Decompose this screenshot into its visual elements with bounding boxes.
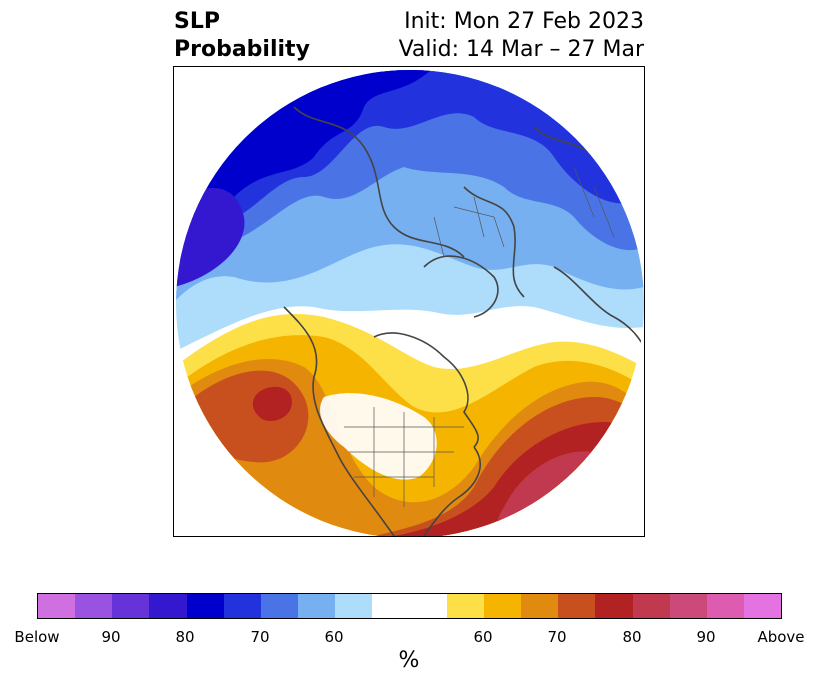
map-shaded-field xyxy=(176,70,644,536)
coastlines xyxy=(283,106,644,536)
colorbar-tick-label: Above xyxy=(757,628,805,646)
colorbar-tick-label: 70 xyxy=(250,628,270,646)
colorbar-swatch xyxy=(372,594,410,618)
colorbar-swatch xyxy=(669,594,707,618)
colorbar-tick-label: 60 xyxy=(324,628,344,646)
colorbar-swatch xyxy=(112,594,150,618)
colorbar-swatch xyxy=(483,594,522,618)
colorbar-swatch xyxy=(75,594,113,618)
colorbar-tick-label: 60 xyxy=(473,628,493,646)
political-borders xyxy=(344,166,615,507)
colorbar-unit-label: % xyxy=(398,648,420,673)
chart-title-right: Init: Mon 27 Feb 2023 Valid: 14 Mar – 27… xyxy=(399,8,644,64)
colorbar-swatch xyxy=(521,594,559,618)
colorbar-tick-label: 70 xyxy=(547,628,567,646)
colorbar-swatch xyxy=(38,594,76,618)
colorbar-tick-label: 80 xyxy=(175,628,195,646)
init-date: Init: Mon 27 Feb 2023 xyxy=(404,9,644,34)
neutral-north-america xyxy=(320,393,437,480)
chart-title-left: SLP Probability xyxy=(174,8,310,64)
colorbar-swatch xyxy=(298,594,336,618)
colorbar-swatch xyxy=(186,594,224,618)
colorbar-swatch xyxy=(558,594,596,618)
colorbar-tick-label: 90 xyxy=(696,628,716,646)
valid-range: Valid: 14 Mar – 27 Mar xyxy=(398,37,644,62)
colorbar-swatch xyxy=(743,594,782,618)
colorbar-swatch xyxy=(409,594,447,618)
colorbar-swatch xyxy=(223,594,261,618)
colorbar-tick-label: Below xyxy=(14,628,60,646)
title-variable: SLP xyxy=(174,9,220,34)
title-measure: Probability xyxy=(174,37,310,62)
colorbar-swatch xyxy=(632,594,670,618)
colorbar-swatch xyxy=(706,594,744,618)
colorbar-swatch xyxy=(446,594,484,618)
map-canvas xyxy=(176,70,644,536)
colorbar-swatch xyxy=(595,594,633,618)
colorbar-swatch xyxy=(149,594,187,618)
colorbar-tick-label: 90 xyxy=(101,628,121,646)
colorbar-tick-label: 80 xyxy=(622,628,642,646)
colorbar-swatch xyxy=(260,594,299,618)
colorbar-swatch xyxy=(335,594,373,618)
probability-map xyxy=(173,66,645,537)
colorbar xyxy=(37,593,782,619)
